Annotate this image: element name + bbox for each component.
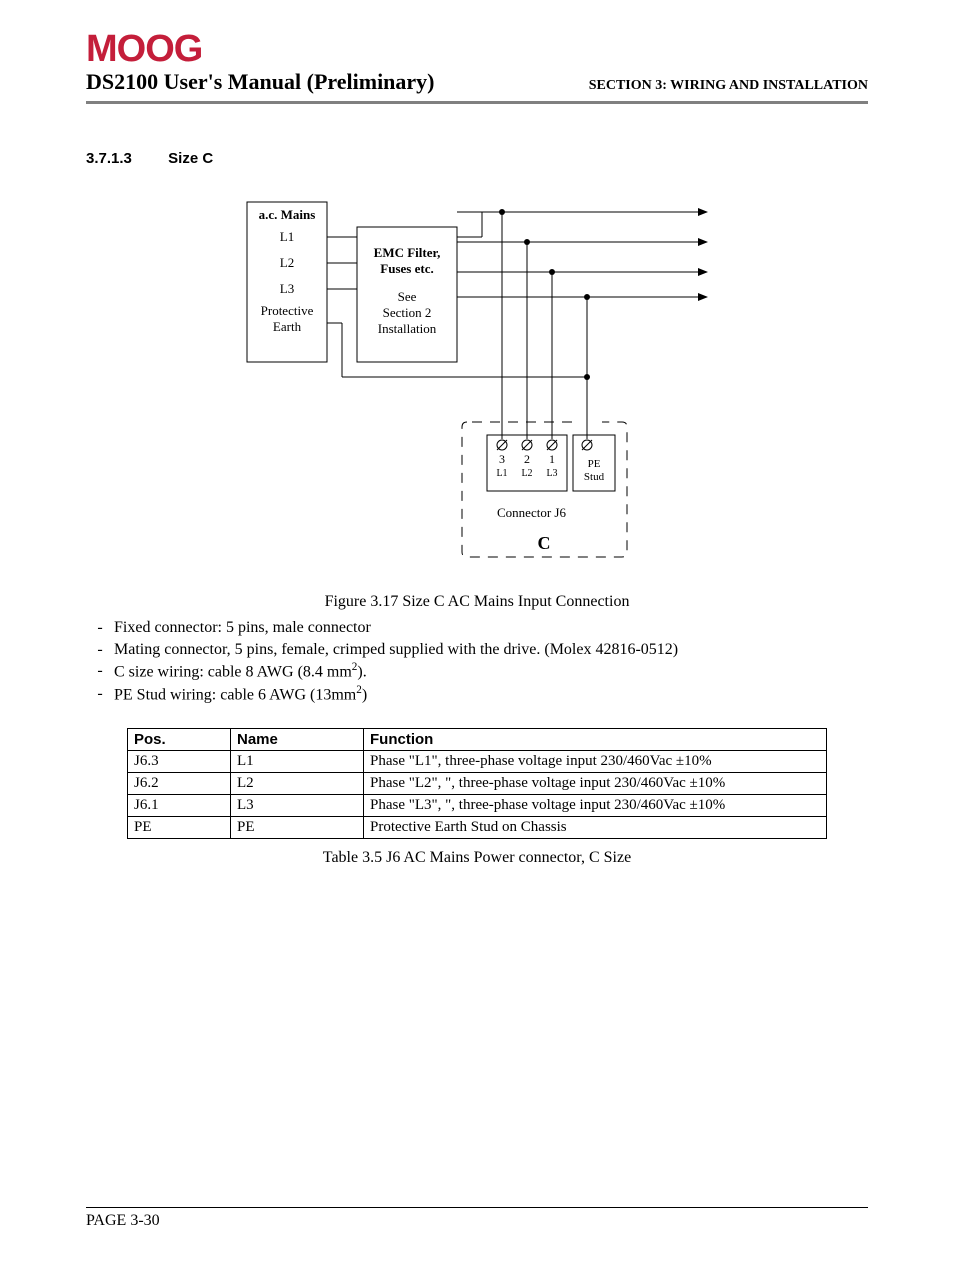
svg-text:2: 2 — [524, 452, 530, 466]
bullet-item: C size wiring: cable 8 AWG (8.4 mm2). — [114, 660, 367, 683]
table-row: J6.1L3Phase "L3", ", three-phase voltage… — [128, 795, 827, 817]
subsection-title: Size C — [168, 150, 213, 167]
table-header: Pos. — [128, 729, 231, 751]
svg-text:L1: L1 — [280, 229, 294, 244]
section-title: SECTION 3: WIRING AND INSTALLATION — [589, 78, 868, 94]
svg-text:L1: L1 — [496, 468, 507, 479]
document-title: DS2100 User's Manual (Preliminary) — [86, 69, 435, 95]
table-row: J6.2L2Phase "L2", ", three-phase voltage… — [128, 773, 827, 795]
svg-text:Installation: Installation — [378, 321, 437, 336]
svg-text:L3: L3 — [280, 281, 294, 296]
footer-rule — [86, 1207, 868, 1208]
svg-text:Protective: Protective — [261, 303, 314, 318]
bullet-item: Fixed connector: 5 pins, male connector — [114, 617, 371, 639]
svg-text:3: 3 — [499, 452, 505, 466]
svg-text:1: 1 — [549, 452, 555, 466]
table-row: PEPEProtective Earth Stud on Chassis — [128, 817, 827, 839]
svg-text:Stud: Stud — [584, 471, 605, 483]
logo: MOOG — [86, 28, 868, 71]
svg-text:L2: L2 — [521, 468, 532, 479]
figure-caption: Figure 3.17 Size C AC Mains Input Connec… — [86, 593, 868, 611]
table-caption: Table 3.5 J6 AC Mains Power connector, C… — [86, 849, 868, 867]
svg-text:Fuses etc.: Fuses etc. — [380, 261, 433, 276]
table-row: J6.3L1Phase "L1", three-phase voltage in… — [128, 751, 827, 773]
svg-text:See: See — [398, 289, 417, 304]
subsection-heading: 3.7.1.3 Size C — [86, 150, 868, 167]
svg-text:L3: L3 — [546, 468, 557, 479]
table-header: Function — [364, 729, 827, 751]
bullet-item: PE Stud wiring: cable 6 AWG (13mm2) — [114, 683, 367, 706]
svg-text:L2: L2 — [280, 255, 294, 270]
svg-text:EMC Filter,: EMC Filter, — [374, 245, 441, 260]
svg-text:Connector J6: Connector J6 — [497, 505, 566, 520]
table-header: Name — [231, 729, 364, 751]
svg-text:a.c. Mains: a.c. Mains — [259, 207, 316, 222]
svg-text:PE: PE — [588, 458, 601, 470]
connector-table: Pos. Name Function J6.3L1Phase "L1", thr… — [127, 728, 827, 839]
page-number: PAGE 3-30 — [86, 1212, 868, 1230]
bullet-list: -Fixed connector: 5 pins, male connector… — [86, 617, 868, 706]
bullet-item: Mating connector, 5 pins, female, crimpe… — [114, 639, 678, 661]
wiring-diagram: a.c. Mains L1 L2 L3 Protective Earth EMC… — [237, 197, 717, 577]
svg-text:Earth: Earth — [273, 319, 302, 334]
subsection-number: 3.7.1.3 — [86, 150, 164, 167]
header-rule — [86, 101, 868, 104]
svg-text:C: C — [538, 533, 551, 553]
svg-text:Section 2: Section 2 — [383, 305, 432, 320]
